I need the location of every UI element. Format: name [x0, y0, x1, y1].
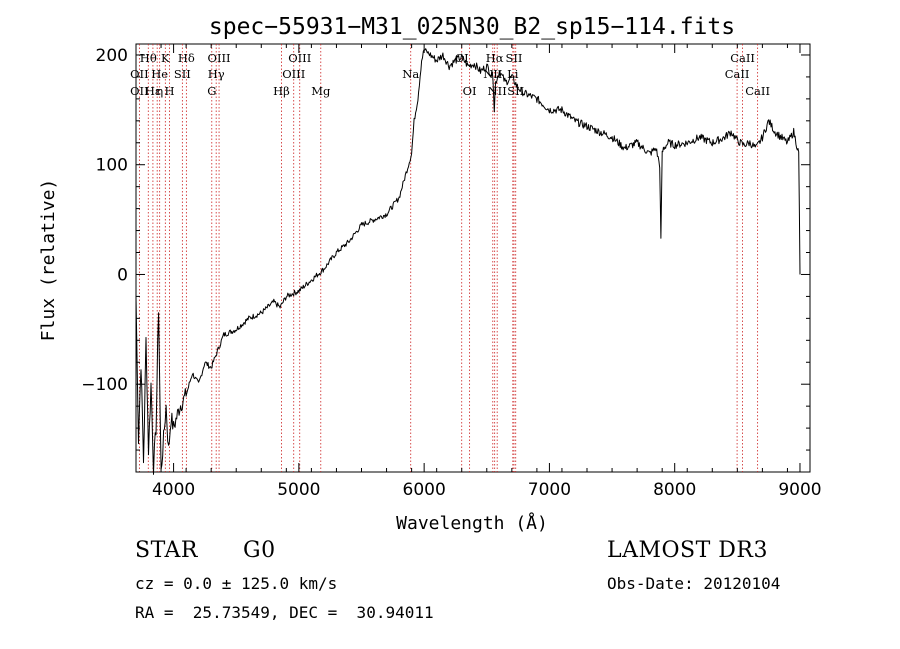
x-tick-label: 7000 — [528, 480, 571, 500]
obs-date: Obs-Date: 20120104 — [607, 574, 781, 593]
series-line-flux — [135, 48, 801, 475]
spectral-line-label: NII — [483, 67, 502, 81]
spectral-line-label: CaII — [745, 84, 770, 98]
y-tick-label: −100 — [81, 375, 128, 395]
spectral-line-label: SII — [174, 67, 191, 81]
redshift-line: cz = 0.0 ± 125.0 km/s — [135, 574, 338, 593]
spectral-line-label: SII — [505, 51, 522, 65]
coordinates-line: RA = 25.73549, DEC = 30.94011 — [135, 603, 434, 622]
spectral-line-label: Hδ — [178, 51, 195, 65]
spectral-line-label: OIII — [288, 51, 311, 65]
x-axis-label: Wavelength (Å) — [396, 512, 548, 534]
spectral-line-label: Na — [402, 67, 419, 81]
survey-name: LAMOST DR3 — [607, 538, 768, 563]
x-tick-label: 4000 — [152, 480, 195, 500]
y-tick-label: 200 — [96, 46, 128, 66]
x-tick-label: 8000 — [653, 480, 696, 500]
spectral-line-label: CaII — [725, 67, 750, 81]
spectral-line-label: G — [207, 84, 216, 98]
spectral-line-label: OIII — [208, 51, 231, 65]
spectral-line-label: Li — [507, 67, 519, 81]
spectral-line-label: K — [161, 51, 170, 65]
spectral-line-label: Hε — [145, 84, 161, 98]
spectral-line-label: Hθ — [140, 51, 157, 65]
spectral-line-label: SII — [507, 84, 524, 98]
plot-frame — [135, 43, 811, 473]
object-type: STAR — [135, 538, 198, 563]
spectral-line-label: OI — [455, 51, 469, 65]
spectral-line-label: Hα — [486, 51, 504, 65]
spectral-line-label: H — [165, 84, 175, 98]
spectral-line-label: OI — [463, 84, 477, 98]
spectral-line-label: Hβ — [273, 84, 290, 98]
spectral-line-label: η — [156, 84, 163, 98]
spectral-line-label: OIII — [282, 67, 305, 81]
spectral-line-label: NII — [488, 84, 507, 98]
spectral-line-label: CaII — [730, 51, 755, 65]
spectral-line-label: Mg — [311, 84, 331, 98]
y-axis-label: Flux (relative) — [38, 179, 59, 342]
spectral-line-label: OII — [130, 67, 149, 81]
x-tick-label: 5000 — [277, 480, 320, 500]
x-tick-label: 6000 — [403, 480, 446, 500]
y-tick-label: 0 — [117, 265, 128, 285]
spectral-line-label: Hγ — [208, 67, 225, 81]
chart-title: spec−55931−M31_025N30_B2_sp15−114.fits — [209, 14, 735, 40]
spectral-line-label: He — [151, 67, 168, 81]
spectral-line-label: OII — [130, 84, 149, 98]
x-tick-label: 9000 — [778, 480, 821, 500]
y-tick-label: 100 — [96, 156, 128, 176]
object-subclass: G0 — [243, 538, 276, 563]
